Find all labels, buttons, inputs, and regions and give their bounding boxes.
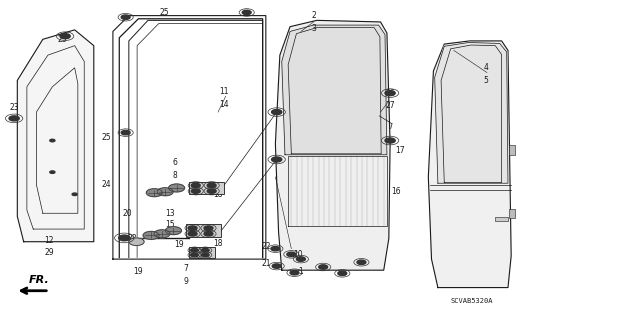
Bar: [509, 209, 515, 218]
Polygon shape: [275, 20, 390, 270]
Bar: [495, 217, 508, 221]
Circle shape: [207, 183, 216, 188]
Circle shape: [272, 264, 281, 268]
Text: 14: 14: [220, 100, 229, 109]
Text: 19: 19: [173, 241, 183, 249]
Circle shape: [72, 193, 77, 196]
Circle shape: [121, 130, 130, 135]
Text: 23: 23: [57, 35, 67, 44]
Text: 27: 27: [385, 101, 395, 110]
Circle shape: [290, 271, 299, 275]
Text: 20: 20: [123, 209, 132, 218]
Circle shape: [243, 10, 251, 15]
Circle shape: [271, 109, 282, 115]
Circle shape: [168, 184, 185, 192]
Text: 18: 18: [213, 190, 223, 199]
Text: 16: 16: [392, 187, 401, 196]
Text: 17: 17: [395, 145, 404, 154]
Circle shape: [319, 265, 328, 269]
Text: 9: 9: [184, 277, 189, 286]
Text: 11: 11: [220, 87, 229, 96]
Circle shape: [188, 232, 197, 236]
Circle shape: [287, 252, 296, 256]
Circle shape: [154, 230, 170, 238]
Text: 24: 24: [102, 180, 111, 189]
Text: 13: 13: [166, 209, 175, 218]
Text: 18: 18: [213, 239, 223, 248]
Text: 19: 19: [134, 267, 143, 276]
Text: 21: 21: [261, 259, 271, 268]
Circle shape: [385, 91, 395, 96]
Circle shape: [202, 249, 209, 252]
Circle shape: [191, 189, 200, 193]
Text: 25: 25: [102, 133, 111, 142]
Circle shape: [50, 139, 55, 142]
Circle shape: [385, 138, 395, 143]
Text: 1: 1: [298, 267, 303, 276]
Text: 3: 3: [311, 24, 316, 33]
Text: 23: 23: [10, 103, 19, 112]
Text: 5: 5: [483, 76, 488, 85]
Polygon shape: [282, 25, 387, 155]
Text: 8: 8: [172, 171, 177, 180]
Text: FR.: FR.: [29, 275, 50, 285]
Circle shape: [271, 247, 280, 251]
Circle shape: [191, 183, 200, 188]
Circle shape: [121, 15, 130, 19]
Polygon shape: [17, 30, 94, 242]
Text: 25: 25: [159, 8, 169, 17]
Text: 4: 4: [483, 63, 488, 72]
Circle shape: [191, 253, 198, 257]
Text: 7: 7: [184, 264, 189, 273]
Circle shape: [157, 188, 173, 196]
Circle shape: [207, 189, 216, 193]
Circle shape: [118, 235, 130, 241]
Circle shape: [147, 189, 163, 197]
Text: 28: 28: [127, 234, 137, 243]
Text: 29: 29: [44, 248, 54, 257]
Circle shape: [357, 260, 366, 264]
Text: 6: 6: [172, 158, 177, 167]
Polygon shape: [435, 42, 508, 183]
Circle shape: [204, 226, 213, 230]
Circle shape: [9, 116, 19, 121]
Bar: [509, 145, 515, 155]
Bar: [186, 224, 221, 237]
Circle shape: [204, 232, 213, 236]
Text: 22: 22: [261, 242, 271, 251]
Bar: [189, 182, 225, 194]
Circle shape: [129, 238, 144, 246]
Text: SCVAB5320A: SCVAB5320A: [451, 298, 493, 304]
Bar: [189, 247, 215, 258]
Circle shape: [191, 249, 198, 252]
Circle shape: [165, 227, 182, 235]
Circle shape: [143, 231, 159, 239]
Text: 10: 10: [293, 250, 303, 259]
Circle shape: [338, 271, 347, 276]
Text: 2: 2: [311, 11, 316, 20]
Circle shape: [271, 157, 282, 162]
Text: 12: 12: [44, 236, 54, 245]
Circle shape: [60, 33, 70, 39]
Text: 26: 26: [385, 89, 395, 98]
Polygon shape: [428, 41, 511, 287]
Circle shape: [202, 253, 209, 257]
Circle shape: [50, 171, 55, 174]
Circle shape: [296, 257, 305, 261]
Text: 15: 15: [166, 220, 175, 229]
Circle shape: [188, 226, 197, 230]
